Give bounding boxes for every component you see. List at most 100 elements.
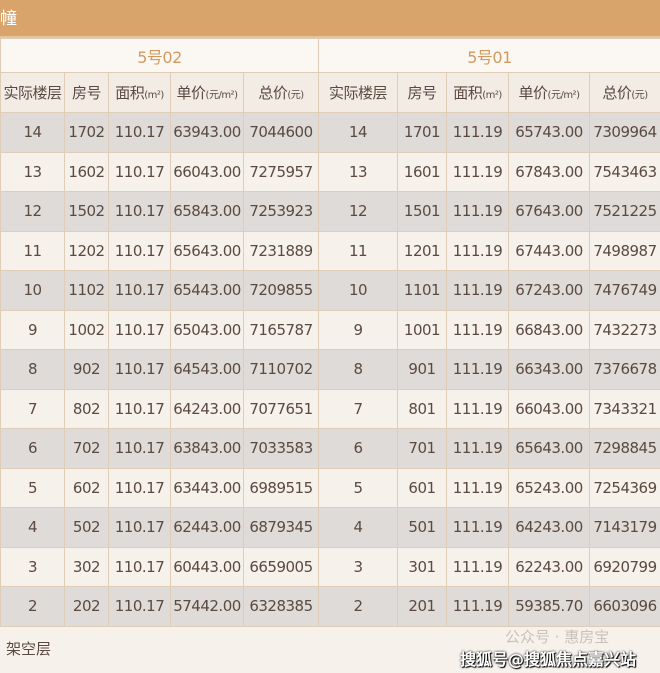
table-cell: 57442.00 — [170, 586, 244, 627]
table-cell: 111.19 — [446, 230, 509, 271]
table-cell: 63843.00 — [170, 428, 244, 469]
table-cell: 64243.00 — [170, 388, 244, 429]
table-cell: 65643.00 — [508, 428, 590, 469]
table-cell: 1202 — [64, 230, 109, 271]
table-cell: 6920799 — [589, 546, 660, 587]
table-cell: 110.17 — [108, 309, 171, 350]
table-cell: 1601 — [397, 151, 447, 192]
table-cell: 59385.70 — [508, 586, 590, 627]
table-cell: 65743.00 — [508, 112, 590, 153]
table-cell: 4 — [0, 507, 65, 548]
table-cell: 1702 — [64, 112, 109, 153]
table-row: 3 302 110.17 60443.00 6659005 3 301 111.19 62243… — [0, 546, 660, 587]
table-cell: 6 — [0, 428, 65, 469]
table-cell: 110.17 — [108, 151, 171, 192]
table-cell: 65243.00 — [508, 467, 590, 508]
table-cell: 5 — [0, 467, 65, 508]
table-row: 6 702 110.17 63843.00 7033583 6 701 111.19 65643… — [0, 428, 660, 469]
column-header: 房号 — [397, 72, 447, 113]
table-cell: 62443.00 — [170, 507, 244, 548]
table-cell: 65443.00 — [170, 270, 244, 311]
column-unit: (m²) — [482, 90, 502, 101]
column-header-label: 总价 — [602, 84, 632, 102]
table-cell: 110.17 — [108, 349, 171, 390]
table-row: 2 202 110.17 57442.00 6328385 2 201 111.19 59385… — [0, 586, 660, 627]
column-header: 实际楼层 — [318, 72, 398, 113]
column-unit: (元/m²) — [547, 90, 580, 101]
table-cell: 65043.00 — [170, 309, 244, 350]
table-cell: 7 — [318, 388, 398, 429]
column-header: 面积(m²) — [446, 72, 509, 113]
table-cell: 60443.00 — [170, 546, 244, 587]
table-cell: 111.19 — [446, 191, 509, 232]
footer-label: 架空层 — [6, 640, 52, 658]
column-unit: (元/m²) — [205, 90, 238, 101]
table-cell: 7432273 — [589, 309, 660, 350]
table-cell: 4 — [318, 507, 398, 548]
table-cell: 65843.00 — [170, 191, 244, 232]
table-cell: 2 — [318, 586, 398, 627]
table-cell: 110.17 — [108, 270, 171, 311]
table-cell: 1002 — [64, 309, 109, 350]
table-cell: 7498987 — [589, 230, 660, 271]
table-cell: 111.19 — [446, 112, 509, 153]
column-header: 房号 — [64, 72, 109, 113]
column-header-label: 面积 — [453, 84, 483, 102]
column-header-label: 面积 — [115, 84, 145, 102]
table-cell: 902 — [64, 349, 109, 390]
table-cell: 801 — [397, 388, 447, 429]
table-cell: 2 — [0, 586, 65, 627]
table-row: 9 1002 110.17 65043.00 7165787 9 1001 111.19 668… — [0, 309, 660, 350]
table-cell: 10 — [318, 270, 398, 311]
table-cell: 6989515 — [243, 467, 319, 508]
table-cell: 1602 — [64, 151, 109, 192]
footer-row: 架空层 公众号 · 惠房宝 搜狐号@搜狐焦点嘉兴站 — [0, 626, 660, 673]
column-header-label: 房号 — [71, 84, 102, 102]
price-table: 5号02 5号01 实际楼层 房号 面积(m²) 单价(元/m²) 总价(元) 实际楼层房… — [0, 38, 660, 627]
table-cell: 1102 — [64, 270, 109, 311]
table-cell: 5 — [318, 467, 398, 508]
table-cell: 7165787 — [243, 309, 319, 350]
table-cell: 11 — [318, 230, 398, 271]
table-cell: 701 — [397, 428, 447, 469]
table-cell: 7 — [0, 388, 65, 429]
table-cell: 64543.00 — [170, 349, 244, 390]
table-cell: 12 — [0, 191, 65, 232]
column-unit: (元) — [631, 90, 648, 101]
table-cell: 7254369 — [589, 467, 660, 508]
table-cell: 6328385 — [243, 586, 319, 627]
column-header: 实际楼层 — [0, 72, 65, 113]
table-cell: 501 — [397, 507, 447, 548]
table-cell: 901 — [397, 349, 447, 390]
table-cell: 1201 — [397, 230, 447, 271]
table-cell: 7476749 — [589, 270, 660, 311]
table-cell: 110.17 — [108, 507, 171, 548]
table-cell: 67243.00 — [508, 270, 590, 311]
column-header-label: 房号 — [407, 84, 437, 102]
table-cell: 65643.00 — [170, 230, 244, 271]
column-header-label: 总价 — [258, 84, 288, 102]
table-cell: 7209855 — [243, 270, 319, 311]
table-cell: 62243.00 — [508, 546, 590, 587]
table-cell: 6879345 — [243, 507, 319, 548]
table-row: 13 1602 110.17 66043.00 7275957 13 1601 111.19 6… — [0, 151, 660, 192]
table-cell: 110.17 — [108, 230, 171, 271]
table-cell: 9 — [318, 309, 398, 350]
column-header-label: 实际楼层 — [328, 84, 388, 102]
column-header-label: 实际楼层 — [3, 84, 62, 102]
table-cell: 11 — [0, 230, 65, 271]
table-cell: 6 — [318, 428, 398, 469]
table-row: 5 602 110.17 63443.00 6989515 5 601 111.19 65243… — [0, 467, 660, 508]
table-cell: 1502 — [64, 191, 109, 232]
table-cell: 13 — [0, 151, 65, 192]
building-title-bar: 幢 — [0, 0, 660, 38]
table-cell: 63943.00 — [170, 112, 244, 153]
table-cell: 7077651 — [243, 388, 319, 429]
table-cell: 601 — [397, 467, 447, 508]
table-cell: 301 — [397, 546, 447, 587]
table-cell: 9 — [0, 309, 65, 350]
table-cell: 7143179 — [589, 507, 660, 548]
table-cell: 7033583 — [243, 428, 319, 469]
table-cell: 111.19 — [446, 151, 509, 192]
table-row: 10 1102 110.17 65443.00 7209855 10 1101 111.19 6… — [0, 270, 660, 311]
